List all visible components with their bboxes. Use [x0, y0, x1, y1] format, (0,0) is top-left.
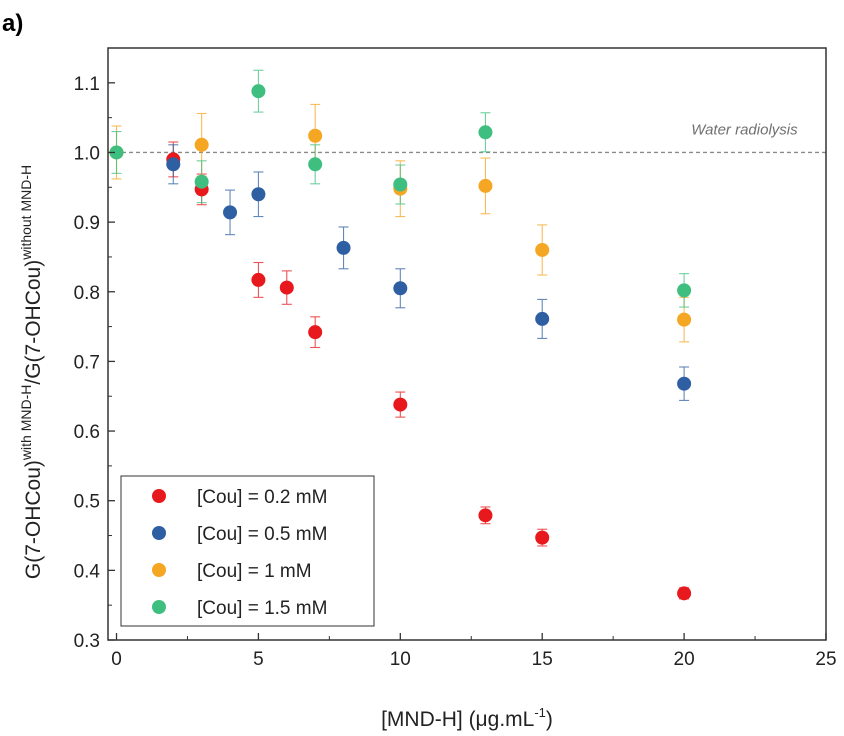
- data-point: [535, 530, 550, 545]
- x-axis-title-close: ): [546, 708, 553, 731]
- data-point: [393, 281, 408, 296]
- y-tick-label: 0.8: [74, 283, 100, 304]
- data-point: [336, 240, 351, 255]
- data-point: [535, 242, 550, 257]
- data-point: [677, 312, 692, 327]
- data-point: [677, 376, 692, 391]
- y-tick-label: 0.9: [74, 213, 100, 234]
- legend-marker: [152, 526, 166, 540]
- y-axis-title-part1: G(7-OHCou): [22, 460, 45, 579]
- data-points: [109, 84, 692, 601]
- legend-label: [Cou] = 0.2 mM: [197, 487, 327, 508]
- y-tick-label: 0.5: [74, 492, 100, 513]
- x-tick-label: 5: [253, 649, 264, 670]
- data-point: [393, 177, 408, 192]
- y-tick-label: 0.3: [74, 631, 100, 652]
- y-tick-label: 0.6: [74, 422, 100, 443]
- plot-frame: [107, 47, 827, 641]
- panel-label: a): [2, 10, 24, 37]
- data-point: [677, 586, 692, 601]
- x-axis-title-sup: -1: [534, 705, 546, 720]
- data-point: [308, 325, 323, 340]
- data-point: [194, 174, 209, 189]
- y-axis-title-sup1: with MND-H: [18, 385, 34, 461]
- data-point: [251, 84, 266, 99]
- y-axis-title-part2: /G(7-OHCou): [22, 260, 45, 385]
- y-tick-label: 0.4: [74, 561, 101, 582]
- legend-label: [Cou] = 1.5 mM: [197, 598, 327, 619]
- y-axis-title: G(7-OHCou)with MND-H/G(7-OHCou)without M…: [18, 165, 45, 579]
- y-tick-label: 1.1: [74, 74, 100, 95]
- legend: [Cou] = 0.2 mM [Cou] = 0.5 mM [Cou] = 1 mM…: [120, 475, 375, 627]
- legend-box: [120, 475, 375, 627]
- data-point: [166, 157, 181, 172]
- data-point: [677, 283, 692, 298]
- data-point: [251, 272, 266, 287]
- legend-marker: [152, 600, 166, 614]
- legend-label: [Cou] = 0.5 mM: [197, 524, 327, 545]
- x-tick-label: 15: [532, 649, 553, 670]
- data-point: [308, 157, 323, 172]
- data-point: [535, 311, 550, 326]
- legend-marker: [152, 489, 166, 503]
- data-point: [308, 128, 323, 143]
- data-point: [478, 125, 493, 140]
- x-tick-label: 20: [674, 649, 695, 670]
- x-tick-label: 0: [111, 649, 122, 670]
- data-point: [478, 508, 493, 523]
- axis-ticks: 0 5 10 15 20 25 0.3 0.4 0.5 0.6 0.7 0.8 0.9 1.0 1.1: [74, 74, 837, 670]
- data-point: [393, 397, 408, 412]
- x-tick-label: 25: [815, 649, 836, 670]
- data-point: [194, 137, 209, 152]
- x-axis-title: [MND-H] (μg.mL-1): [381, 705, 553, 731]
- data-point: [109, 145, 124, 160]
- data-point: [223, 205, 238, 220]
- legend-label: [Cou] = 1 mM: [197, 561, 312, 582]
- legend-marker: [152, 563, 166, 577]
- reference-line-label: Water radiolysis: [691, 121, 798, 138]
- x-tick-label: 10: [390, 649, 411, 670]
- y-tick-label: 1.0: [74, 143, 100, 164]
- data-point: [251, 187, 266, 202]
- y-axis-title-sup2: without MND-H: [18, 165, 34, 261]
- x-axis-title-main: [MND-H] (μg.mL: [381, 708, 534, 731]
- data-point: [279, 280, 294, 295]
- y-tick-label: 0.7: [74, 352, 100, 373]
- data-point: [478, 178, 493, 193]
